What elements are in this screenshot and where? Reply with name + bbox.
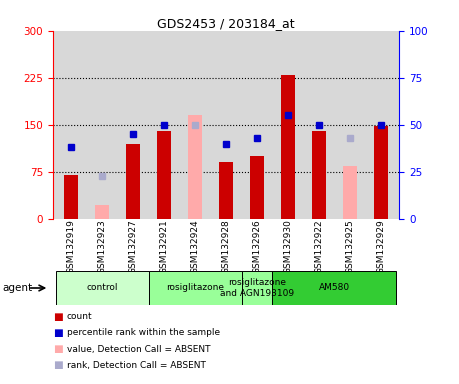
Text: value, Detection Call = ABSENT: value, Detection Call = ABSENT bbox=[67, 344, 210, 354]
Bar bbox=[241, 271, 273, 305]
Text: ■: ■ bbox=[53, 360, 62, 370]
Text: ■: ■ bbox=[53, 312, 62, 322]
Title: GDS2453 / 203184_at: GDS2453 / 203184_at bbox=[157, 17, 295, 30]
Text: agent: agent bbox=[2, 283, 33, 293]
Text: control: control bbox=[87, 283, 118, 293]
Text: rosiglitazone: rosiglitazone bbox=[166, 283, 224, 293]
Bar bbox=[149, 271, 241, 305]
Text: GSM132926: GSM132926 bbox=[252, 219, 262, 274]
Text: rank, Detection Call = ABSENT: rank, Detection Call = ABSENT bbox=[67, 361, 206, 370]
Bar bbox=[250, 156, 264, 219]
Bar bbox=[95, 205, 109, 219]
Text: AM580: AM580 bbox=[319, 283, 350, 293]
Text: GSM132923: GSM132923 bbox=[98, 219, 107, 274]
Text: GSM132919: GSM132919 bbox=[67, 219, 76, 274]
Bar bbox=[188, 115, 202, 219]
Text: GSM132930: GSM132930 bbox=[284, 219, 292, 274]
Bar bbox=[312, 131, 326, 219]
Text: ■: ■ bbox=[53, 344, 62, 354]
Bar bbox=[157, 131, 171, 219]
Bar bbox=[273, 271, 396, 305]
Bar bbox=[64, 175, 78, 219]
Text: percentile rank within the sample: percentile rank within the sample bbox=[67, 328, 220, 338]
Text: GSM132921: GSM132921 bbox=[160, 219, 168, 274]
Text: rosiglitazone
and AGN193109: rosiglitazone and AGN193109 bbox=[220, 278, 294, 298]
Bar bbox=[343, 166, 357, 219]
Text: count: count bbox=[67, 312, 92, 321]
Text: ■: ■ bbox=[53, 328, 62, 338]
Text: GSM132928: GSM132928 bbox=[222, 219, 230, 274]
Text: GSM132929: GSM132929 bbox=[376, 219, 385, 274]
Text: GSM132924: GSM132924 bbox=[190, 219, 200, 273]
Bar bbox=[219, 162, 233, 219]
Text: GSM132925: GSM132925 bbox=[345, 219, 354, 274]
Bar bbox=[126, 144, 140, 219]
Text: GSM132922: GSM132922 bbox=[314, 219, 324, 273]
Text: GSM132927: GSM132927 bbox=[129, 219, 138, 274]
Bar bbox=[281, 74, 295, 219]
Bar bbox=[374, 126, 388, 219]
Bar bbox=[56, 271, 149, 305]
